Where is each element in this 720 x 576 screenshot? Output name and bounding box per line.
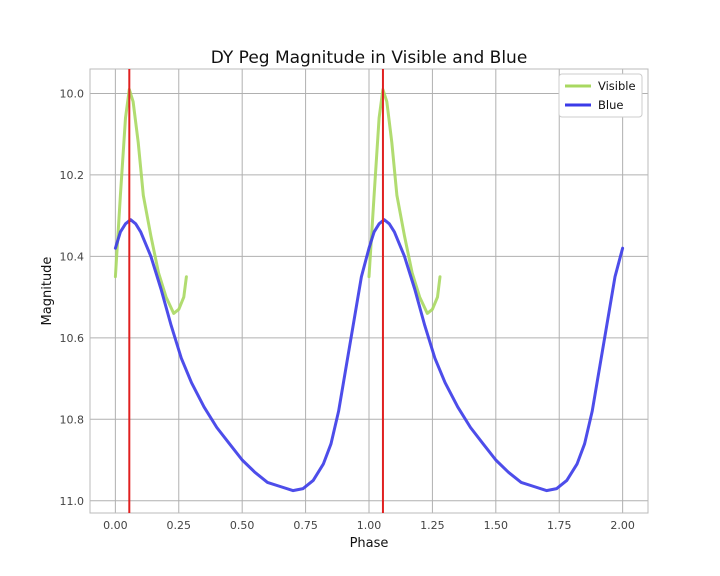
series-line-visible — [113, 87, 188, 315]
legend-label-blue: Blue — [598, 98, 623, 112]
plot-area — [89, 68, 649, 514]
x-tick-label: 1.50 — [484, 519, 509, 532]
series-line-visible — [367, 87, 442, 315]
x-tick-label: 0.00 — [103, 519, 128, 532]
series-group — [113, 87, 625, 493]
x-tick-label: 0.75 — [293, 519, 318, 532]
chart-title: DY Peg Magnitude in Visible and Blue — [211, 48, 528, 68]
x-tick-label: 2.00 — [610, 519, 635, 532]
legend-label-visible: Visible — [598, 79, 636, 93]
y-tick-label: 11.0 — [60, 495, 85, 508]
y-tick-label: 10.6 — [60, 332, 85, 345]
y-tick-label: 10.4 — [60, 250, 85, 263]
x-tick-label: 0.50 — [230, 519, 255, 532]
x-axis-ticks: 0.00 0.25 0.50 0.75 1.00 1.25 1.50 1.75 2.00 — [103, 519, 635, 532]
y-axis-label: Magnitude — [40, 257, 55, 326]
x-tick-label: 1.75 — [547, 519, 572, 532]
y-tick-label: 10.0 — [60, 87, 85, 100]
grid — [90, 69, 648, 513]
x-tick-label: 1.25 — [420, 519, 445, 532]
x-tick-label: 0.25 — [167, 519, 192, 532]
series-line-blue — [113, 218, 625, 493]
x-tick-label: 1.00 — [357, 519, 382, 532]
y-tick-label: 10.8 — [60, 413, 85, 426]
y-tick-label: 10.2 — [60, 169, 85, 182]
y-axis-ticks: 10.0 10.2 10.4 10.6 10.8 11.0 — [60, 87, 85, 507]
legend: Visible Blue — [558, 73, 643, 118]
x-axis-label: Phase — [350, 536, 389, 551]
reference-lines — [128, 69, 384, 513]
